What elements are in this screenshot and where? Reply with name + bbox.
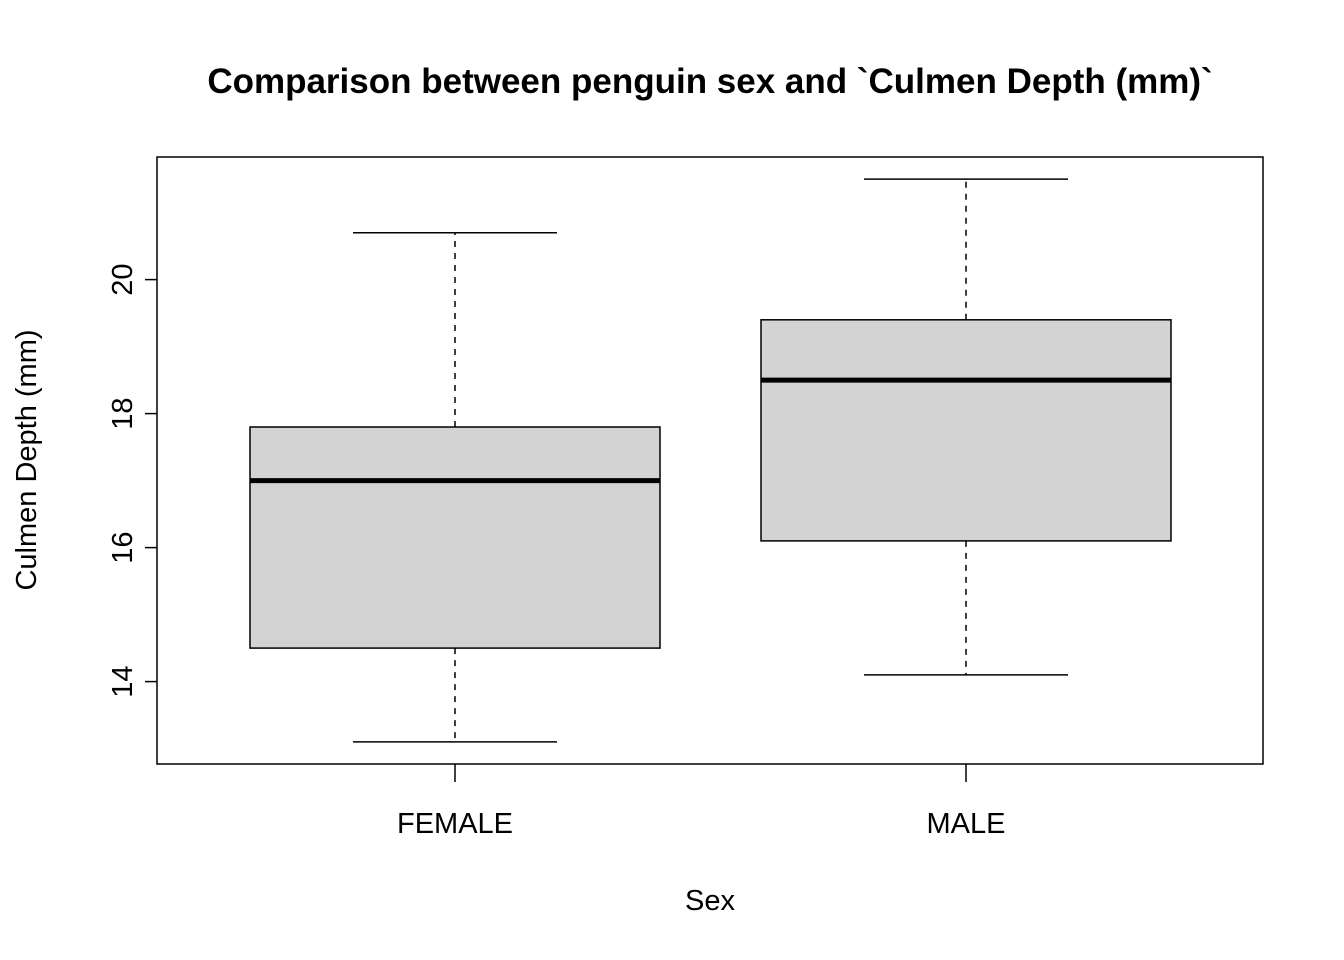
x-tick-label-male: MALE (927, 808, 1006, 840)
y-tick-label: 20 (107, 263, 139, 295)
iqr-box (760, 319, 1172, 542)
y-axis-title: Culmen Depth (mm) (11, 329, 43, 590)
box-male (760, 178, 1172, 676)
x-axis-title: Sex (685, 885, 735, 917)
x-tick-label-female: FEMALE (397, 808, 513, 840)
plot-frame (156, 156, 1264, 765)
box-female (249, 231, 661, 743)
x-axis: FEMALE MALE (397, 764, 1006, 840)
y-tick-label: 16 (107, 531, 139, 563)
iqr-box (249, 426, 661, 649)
y-axis: 14 16 18 20 (107, 263, 157, 698)
box-group (249, 178, 1172, 743)
chart-title: Comparison between penguin sex and `Culm… (207, 62, 1212, 101)
y-tick-label: 18 (107, 397, 139, 429)
y-tick-label: 14 (107, 665, 139, 697)
